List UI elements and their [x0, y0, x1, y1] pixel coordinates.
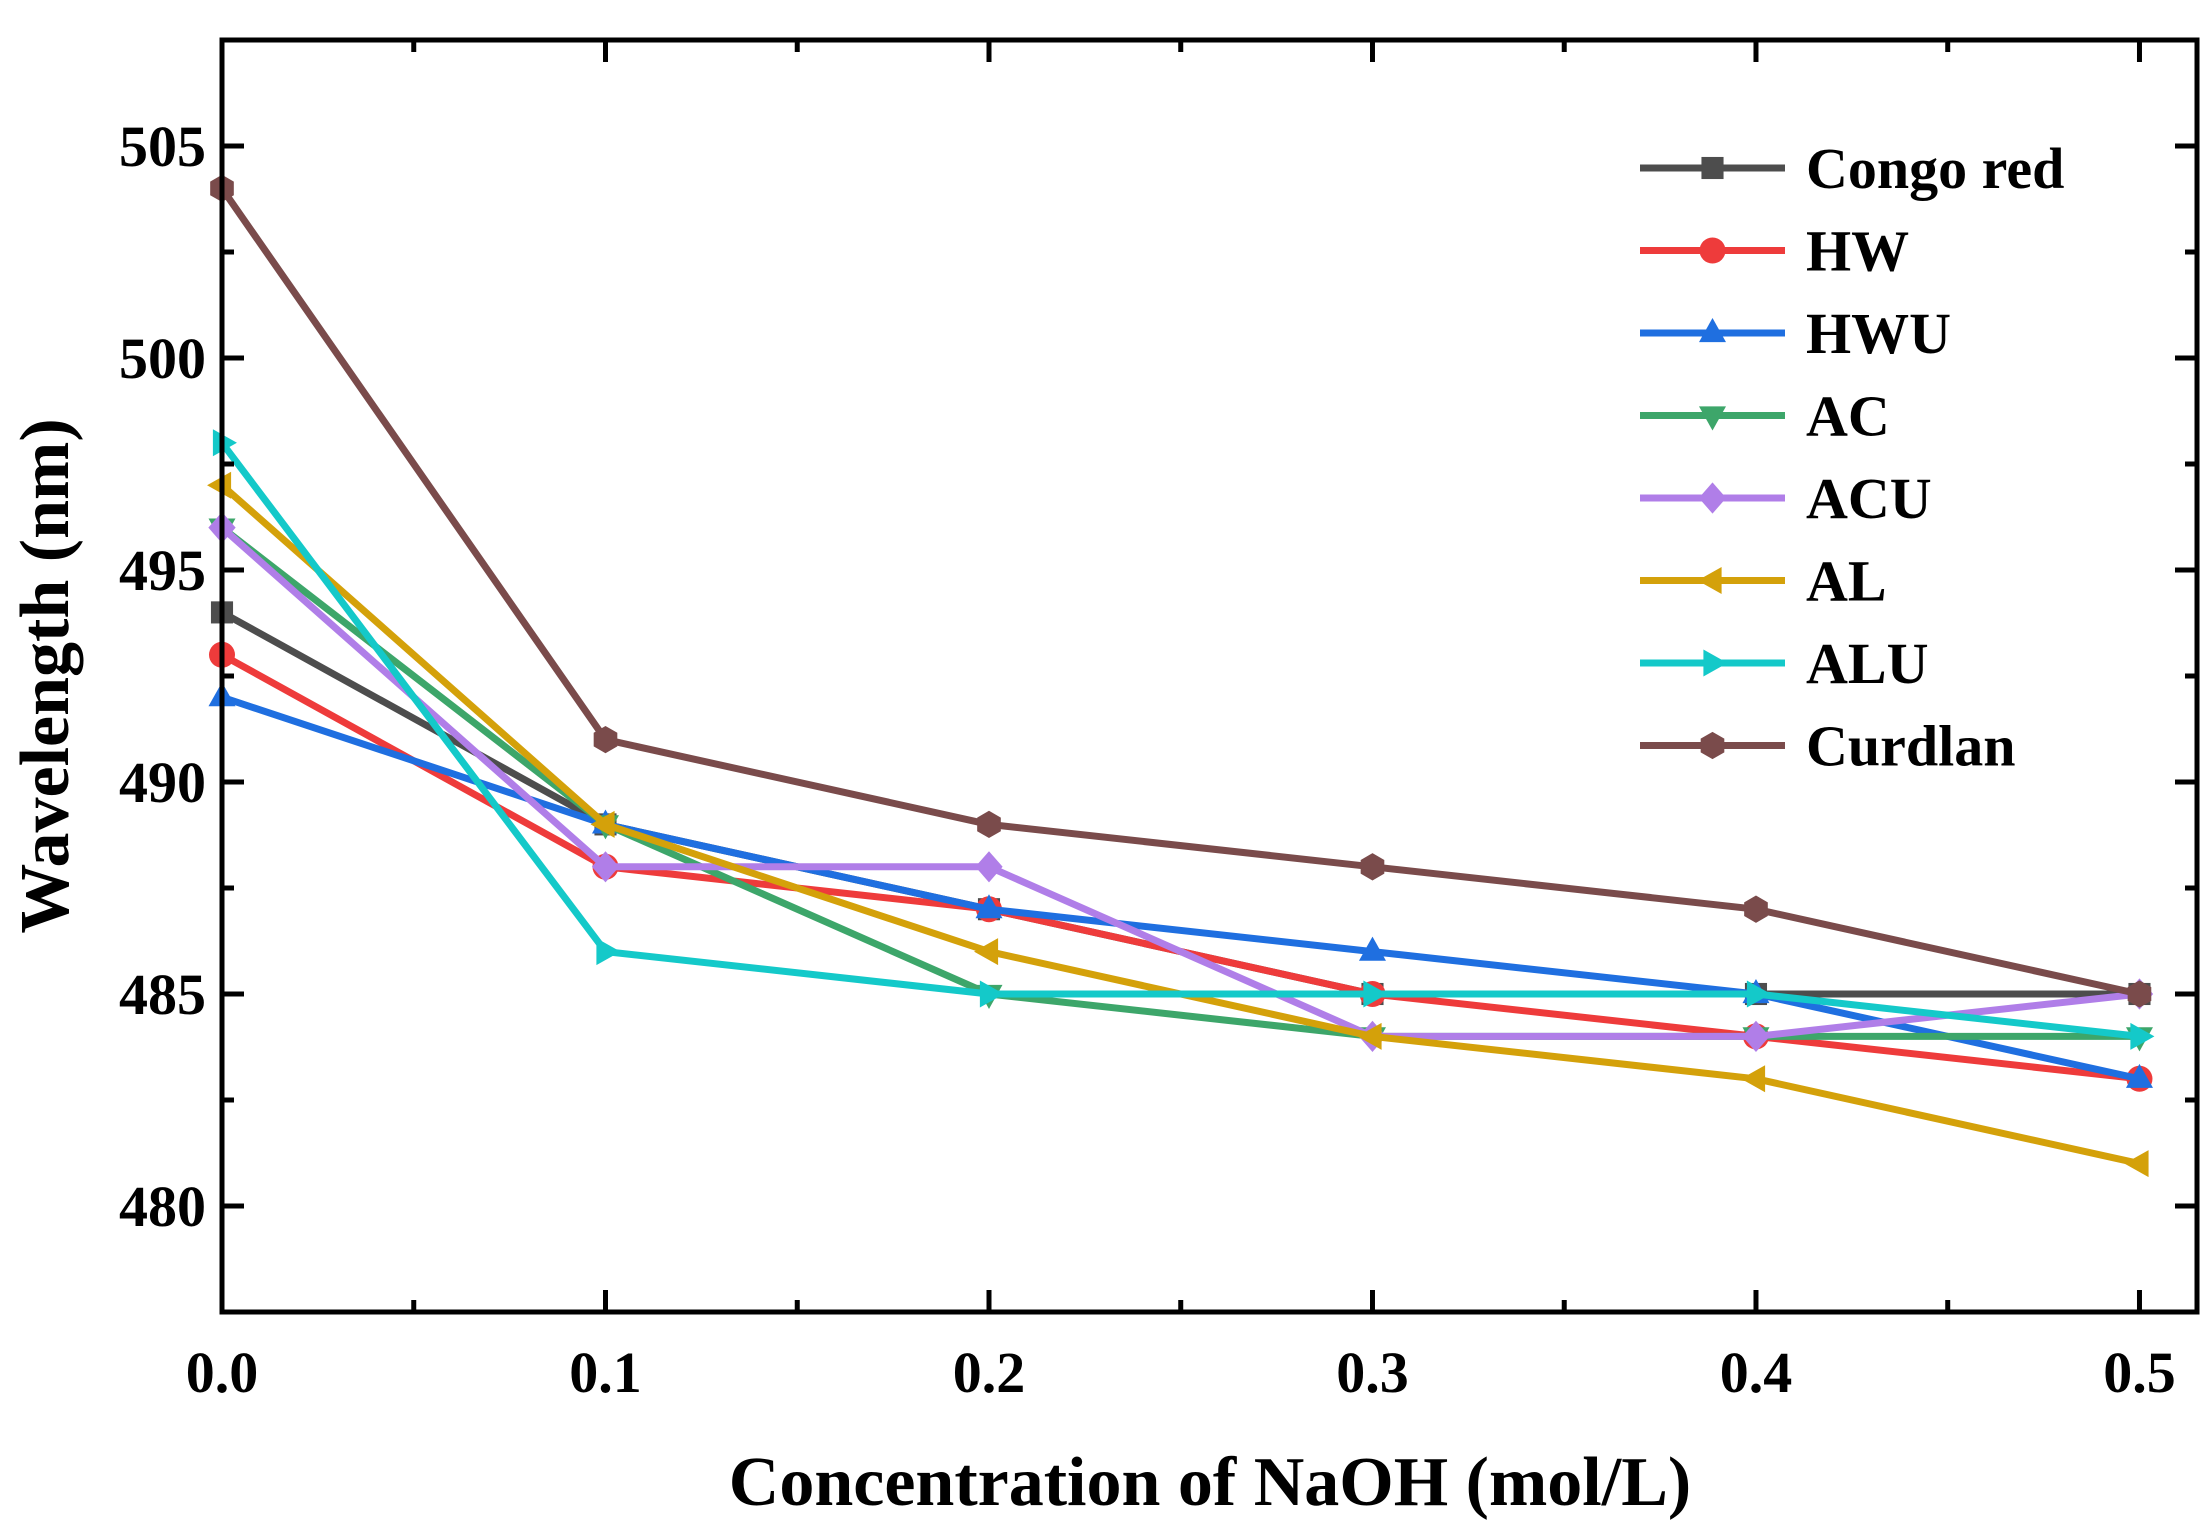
legend-marker-ac: [1698, 406, 1727, 431]
x-axis: 0.0 0.1 0.2 0.3 0.4 0.5: [186, 40, 2176, 1405]
legend-marker-hw: [1699, 237, 1726, 264]
x-axis-title: Concentration of NaOH (mol/L): [729, 1444, 1691, 1521]
legend-marker-acu: [1698, 482, 1727, 514]
data-point-alu-1: [596, 938, 621, 966]
series-line-alu: [219, 440, 2140, 1040]
legend-label-congo-red: Congo red: [1806, 136, 2064, 201]
data-point-alu-2: [979, 980, 1004, 1008]
data-point-alu-4: [1746, 980, 1771, 1008]
legend-label-alu: ALU: [1806, 631, 1928, 696]
data-point-alu-0: [212, 429, 237, 457]
y-axis-title: Wavelength (nm): [7, 418, 84, 933]
data-point-acu-2: [975, 851, 1003, 883]
legend: Congo red HW HWU AC ACU AL ALU Curdlan: [1640, 136, 2064, 779]
legend-item-hw: HW: [1640, 219, 1909, 284]
data-point-al-0: [207, 471, 232, 499]
legend-item-curdlan: Curdlan: [1640, 714, 2016, 779]
series-line-ac: [219, 524, 2140, 1040]
y-tick-label: 480: [119, 1174, 206, 1239]
y-tick-label: 505: [119, 114, 206, 179]
series-layer: [207, 174, 2155, 1178]
legend-label-hwu: HWU: [1806, 301, 1951, 366]
data-point-curdlan-1: [593, 725, 618, 754]
legend-item-hwu: HWU: [1640, 301, 1951, 366]
data-point-al-2: [974, 938, 999, 966]
legend-marker-hwu: [1698, 318, 1727, 343]
legend-label-hw: HW: [1806, 219, 1909, 284]
data-point-curdlan-3: [1360, 853, 1385, 881]
y-axis: 480 485 490 495 500 505: [119, 114, 2197, 1239]
x-tick-label: 0.1: [569, 1340, 642, 1405]
legend-item-acu: ACU: [1640, 466, 1932, 531]
data-point-al-4: [1741, 1065, 1766, 1093]
data-point-al-5: [2124, 1150, 2149, 1178]
x-tick-label: 0.3: [1336, 1340, 1409, 1405]
legend-label-ac: AC: [1806, 384, 1890, 449]
y-tick-label: 500: [119, 326, 206, 391]
x-tick-label: 0.5: [2103, 1340, 2176, 1405]
data-point-alu-5: [2130, 1022, 2155, 1050]
data-point-curdlan-4: [1744, 895, 1768, 923]
legend-label-acu: ACU: [1806, 466, 1932, 531]
x-tick-label: 0.4: [1720, 1340, 1793, 1405]
data-point-acu-4: [1742, 1020, 1770, 1052]
legend-marker-al: [1697, 566, 1722, 595]
series-line-hwu: [220, 693, 2141, 1083]
data-point-acu-1: [591, 851, 620, 883]
data-point-hwu-3: [1358, 936, 1386, 961]
data-point-hwu-5: [2125, 1063, 2153, 1088]
x-tick-label: 0.0: [186, 1340, 259, 1405]
y-tick-label: 485: [119, 962, 206, 1027]
legend-marker-congo-red: [1701, 156, 1724, 180]
data-point-al-3: [1357, 1022, 1382, 1050]
series-curdlan: [210, 174, 2152, 1008]
legend-label-al: AL: [1806, 549, 1887, 614]
legend-label-curdlan: Curdlan: [1806, 714, 2016, 779]
data-point-curdlan-5: [2127, 980, 2152, 1008]
data-point-alu-3: [1363, 980, 1388, 1008]
series-alu: [212, 429, 2155, 1050]
legend-item-congo-red: Congo red: [1640, 136, 2064, 201]
legend-marker-curdlan: [1700, 731, 1725, 760]
data-point-hwu-2: [975, 894, 1003, 919]
y-tick-label: 490: [119, 750, 206, 815]
series-line-curdlan: [219, 186, 2141, 998]
legend-item-alu: ALU: [1640, 631, 1928, 696]
legend-marker-alu: [1703, 649, 1728, 677]
data-point-curdlan-2: [977, 810, 1001, 839]
legend-item-ac: AC: [1640, 384, 1890, 449]
y-tick-label: 495: [119, 538, 206, 603]
legend-item-al: AL: [1640, 549, 1887, 614]
series-line-acu: [219, 524, 2140, 1040]
data-point-al-1: [590, 810, 615, 838]
x-tick-label: 0.2: [953, 1340, 1026, 1405]
